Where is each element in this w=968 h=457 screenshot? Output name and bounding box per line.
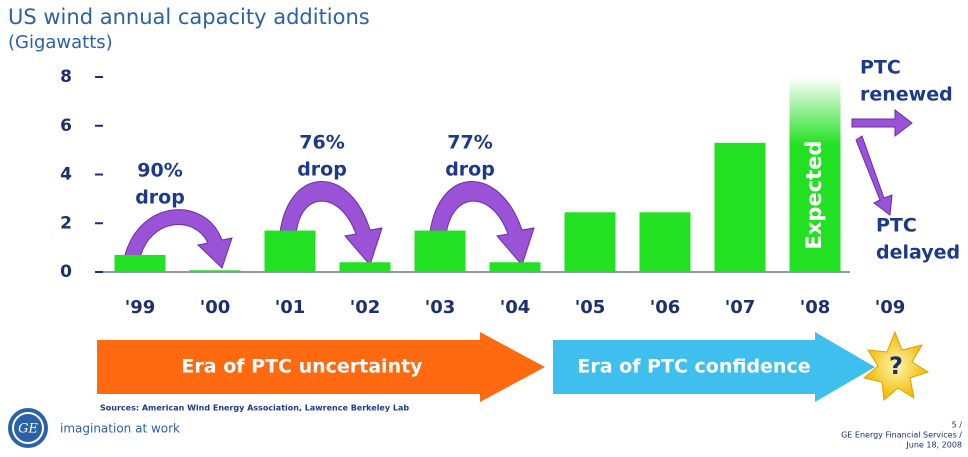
bar	[114, 254, 166, 272]
x-tick-label: '08	[800, 297, 831, 318]
bar	[339, 262, 391, 272]
annotation: 90%	[137, 160, 182, 182]
x-tick-label: '00	[200, 297, 231, 318]
annotation: PTC	[876, 215, 917, 237]
annotation: 76%	[299, 132, 344, 154]
annotation: 77%	[447, 132, 492, 154]
annotation: drop	[445, 159, 495, 181]
x-tick-label: '06	[650, 297, 681, 318]
era-arrow-blue	[553, 332, 875, 402]
tagline: imagination at work	[60, 422, 180, 436]
y-tick-label: 4	[60, 165, 72, 185]
bar	[489, 262, 541, 272]
bar	[714, 142, 766, 272]
annotation: delayed	[876, 242, 960, 264]
question-star	[862, 330, 930, 401]
annotation: Expected	[802, 141, 826, 250]
y-tick-label: 2	[60, 213, 72, 233]
drop-arrows	[124, 108, 913, 269]
bar	[789, 77, 841, 272]
era-label: Era of PTC confidence	[577, 356, 810, 378]
chart-subtitle: (Gigawatts)	[8, 32, 113, 53]
x-tick-label: '02	[350, 297, 381, 318]
bar	[264, 230, 316, 272]
question-mark: ?	[889, 352, 903, 380]
era-label: Era of PTC uncertainty	[181, 356, 423, 378]
bar	[639, 212, 691, 272]
annotation: drop	[297, 159, 347, 181]
chart-title: US wind annual capacity additions	[8, 5, 370, 29]
y-tick-label: 6	[60, 116, 72, 136]
x-tick-label: '07	[725, 297, 756, 318]
footer: June 18, 2008	[905, 441, 962, 450]
bar	[189, 270, 241, 272]
annotation: PTC	[860, 57, 901, 79]
svg-text:GE: GE	[18, 422, 38, 437]
bar	[414, 230, 466, 272]
x-tick-label: '01	[275, 297, 306, 318]
annotation: renewed	[860, 84, 953, 106]
x-tick-label: '09	[875, 297, 906, 318]
era-arrow-orange	[97, 332, 545, 402]
annotation: drop	[135, 187, 185, 209]
bar	[564, 212, 616, 272]
x-tick-label: '04	[500, 297, 531, 318]
x-tick-label: '05	[575, 297, 606, 318]
footer: GE Energy Financial Services /	[841, 431, 962, 440]
y-tick-label: 8	[60, 67, 72, 87]
x-tick-label: '03	[425, 297, 456, 318]
footer: 5 /	[952, 421, 963, 430]
x-tick-label: '99	[125, 297, 156, 318]
logo: GE	[8, 408, 48, 448]
y-tick-label: 0	[60, 262, 72, 282]
source: Sources: American Wind Energy Associatio…	[100, 404, 409, 413]
